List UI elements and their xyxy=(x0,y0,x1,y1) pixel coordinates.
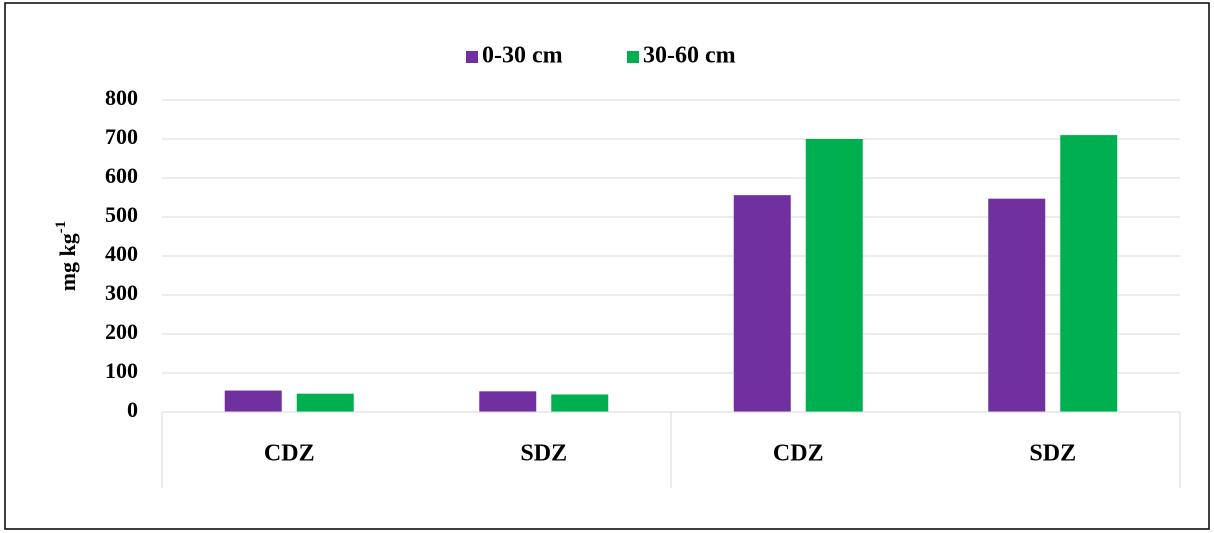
y-label-sup: -1 xyxy=(53,221,69,234)
legend-swatch xyxy=(627,51,639,63)
bar xyxy=(1060,135,1118,412)
bar xyxy=(805,139,863,412)
y-label-base: mg kg xyxy=(55,233,80,291)
legend-label: 30-60 cm xyxy=(643,43,736,69)
bar xyxy=(479,391,537,412)
frame xyxy=(4,2,1210,530)
x-tick-label: SDZ xyxy=(520,441,567,467)
y-axis-label: mg kg-1 xyxy=(53,221,80,292)
bar xyxy=(551,394,609,412)
y-tick-label: 100 xyxy=(105,358,138,383)
y-tick-label: 300 xyxy=(105,280,138,305)
legend-swatch xyxy=(466,51,478,63)
y-tick-label: 200 xyxy=(105,319,138,344)
bar xyxy=(224,390,282,412)
bar xyxy=(733,195,791,412)
x-tick-label: CDZ xyxy=(264,441,315,467)
x-tick-label: SDZ xyxy=(1029,441,1076,467)
y-tick-label: 500 xyxy=(105,202,138,227)
x-tick-label: CDZ xyxy=(773,441,824,467)
legend-label: 0-30 cm xyxy=(482,43,563,69)
bar xyxy=(988,198,1046,412)
y-tick-label: 700 xyxy=(105,124,138,149)
y-tick-label: 0 xyxy=(127,397,138,422)
bar xyxy=(296,393,354,412)
y-tick-label: 400 xyxy=(105,241,138,266)
y-tick-label: 800 xyxy=(105,85,138,110)
y-tick-label: 600 xyxy=(105,163,138,188)
